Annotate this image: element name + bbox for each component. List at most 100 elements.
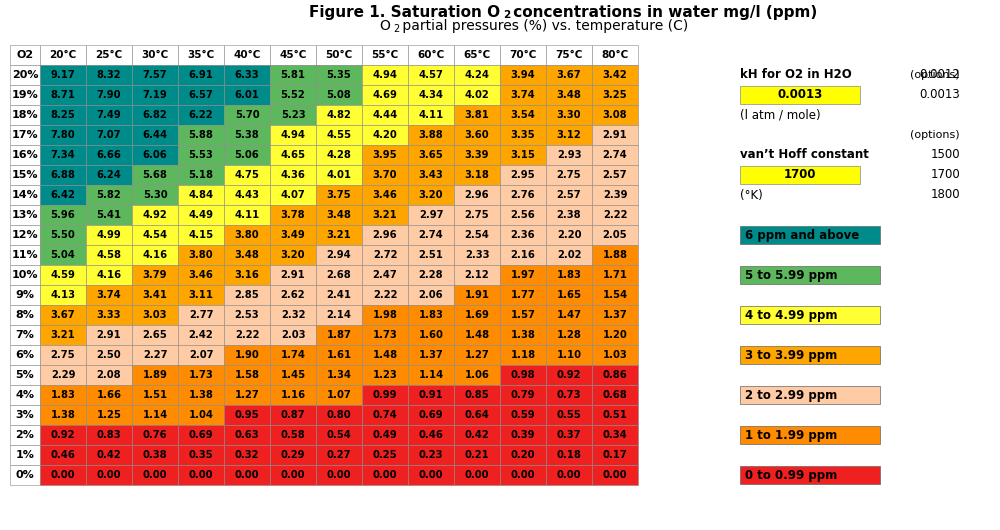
Bar (224, 245, 270, 265)
Bar (546, 265, 592, 285)
Bar (362, 205, 408, 225)
Text: 2.07: 2.07 (189, 350, 213, 360)
Text: (l atm / mole): (l atm / mole) (740, 109, 821, 121)
Text: kH for O2 in H2O: kH for O2 in H2O (740, 68, 852, 82)
Bar (132, 345, 178, 365)
Bar (40, 285, 86, 305)
Text: 45°C: 45°C (279, 50, 307, 60)
Bar (740, 386, 880, 404)
Bar (362, 105, 408, 125)
Bar (500, 145, 546, 165)
Bar (132, 45, 178, 65)
Bar (500, 165, 546, 185)
Text: 3.74: 3.74 (511, 90, 535, 100)
Bar (316, 285, 362, 305)
Bar (316, 465, 362, 485)
Text: 2.54: 2.54 (465, 230, 489, 240)
Text: 1.51: 1.51 (142, 390, 168, 400)
Text: 1.03: 1.03 (603, 350, 627, 360)
Text: 2.96: 2.96 (465, 190, 489, 200)
Text: 6.91: 6.91 (189, 70, 213, 80)
Bar (132, 385, 178, 405)
Bar (592, 125, 638, 145)
Bar (178, 245, 224, 265)
Bar (224, 105, 270, 125)
Text: 9%: 9% (16, 290, 34, 300)
Text: 0.86: 0.86 (603, 370, 627, 380)
Text: 7%: 7% (16, 330, 34, 340)
Text: 0.0013: 0.0013 (777, 89, 823, 102)
Bar (270, 465, 316, 485)
Text: 1.66: 1.66 (96, 390, 122, 400)
Bar (224, 285, 270, 305)
Bar (270, 285, 316, 305)
Text: 3.48: 3.48 (327, 210, 351, 220)
Bar (10, 265, 40, 285)
Bar (86, 245, 132, 265)
Bar (546, 145, 592, 165)
Text: 3.70: 3.70 (373, 170, 397, 180)
Bar (40, 225, 86, 245)
Text: 1.71: 1.71 (602, 270, 628, 280)
Text: 3.12: 3.12 (557, 130, 581, 140)
Text: 2.91: 2.91 (281, 270, 305, 280)
Bar (362, 385, 408, 405)
Bar (86, 125, 132, 145)
Text: 0.00: 0.00 (51, 470, 75, 480)
Bar (740, 86, 860, 104)
Bar (10, 145, 40, 165)
Bar (546, 165, 592, 185)
Text: 6.44: 6.44 (142, 130, 168, 140)
Text: 3.41: 3.41 (143, 290, 168, 300)
Text: 5.41: 5.41 (96, 210, 122, 220)
Text: 1.88: 1.88 (602, 250, 628, 260)
Bar (408, 65, 454, 85)
Text: 5.08: 5.08 (327, 90, 351, 100)
Text: 0%: 0% (16, 470, 34, 480)
Text: 0.27: 0.27 (327, 450, 351, 460)
Text: 3.42: 3.42 (603, 70, 627, 80)
Bar (224, 425, 270, 445)
Bar (224, 365, 270, 385)
Bar (316, 205, 362, 225)
Bar (40, 65, 86, 85)
Bar (132, 285, 178, 305)
Bar (270, 385, 316, 405)
Text: 1.06: 1.06 (465, 370, 489, 380)
Text: 3.80: 3.80 (189, 250, 213, 260)
Bar (178, 45, 224, 65)
Bar (592, 245, 638, 265)
Text: 0.21: 0.21 (465, 450, 489, 460)
Text: 4.16: 4.16 (142, 250, 168, 260)
Text: 3.46: 3.46 (373, 190, 397, 200)
Bar (500, 425, 546, 445)
Text: 5.96: 5.96 (51, 210, 75, 220)
Text: 5.23: 5.23 (281, 110, 305, 120)
Bar (408, 385, 454, 405)
Text: 15%: 15% (12, 170, 38, 180)
Text: 0.85: 0.85 (465, 390, 489, 400)
Text: 3.18: 3.18 (465, 170, 489, 180)
Text: 0.29: 0.29 (281, 450, 305, 460)
Bar (362, 365, 408, 385)
Bar (86, 305, 132, 325)
Text: 4.44: 4.44 (372, 110, 398, 120)
Text: O: O (379, 19, 390, 33)
Text: 0.35: 0.35 (189, 450, 213, 460)
Text: 5%: 5% (16, 370, 34, 380)
Bar (178, 445, 224, 465)
Bar (740, 306, 880, 324)
Text: 14%: 14% (12, 190, 38, 200)
Bar (316, 245, 362, 265)
Bar (546, 125, 592, 145)
Text: 0.87: 0.87 (281, 410, 305, 420)
Bar (40, 385, 86, 405)
Bar (408, 365, 454, 385)
Bar (270, 345, 316, 365)
Bar (740, 346, 880, 364)
Text: 0.69: 0.69 (419, 410, 443, 420)
Bar (270, 85, 316, 105)
Text: 12%: 12% (12, 230, 38, 240)
Bar (592, 225, 638, 245)
Text: 0.00: 0.00 (419, 470, 443, 480)
